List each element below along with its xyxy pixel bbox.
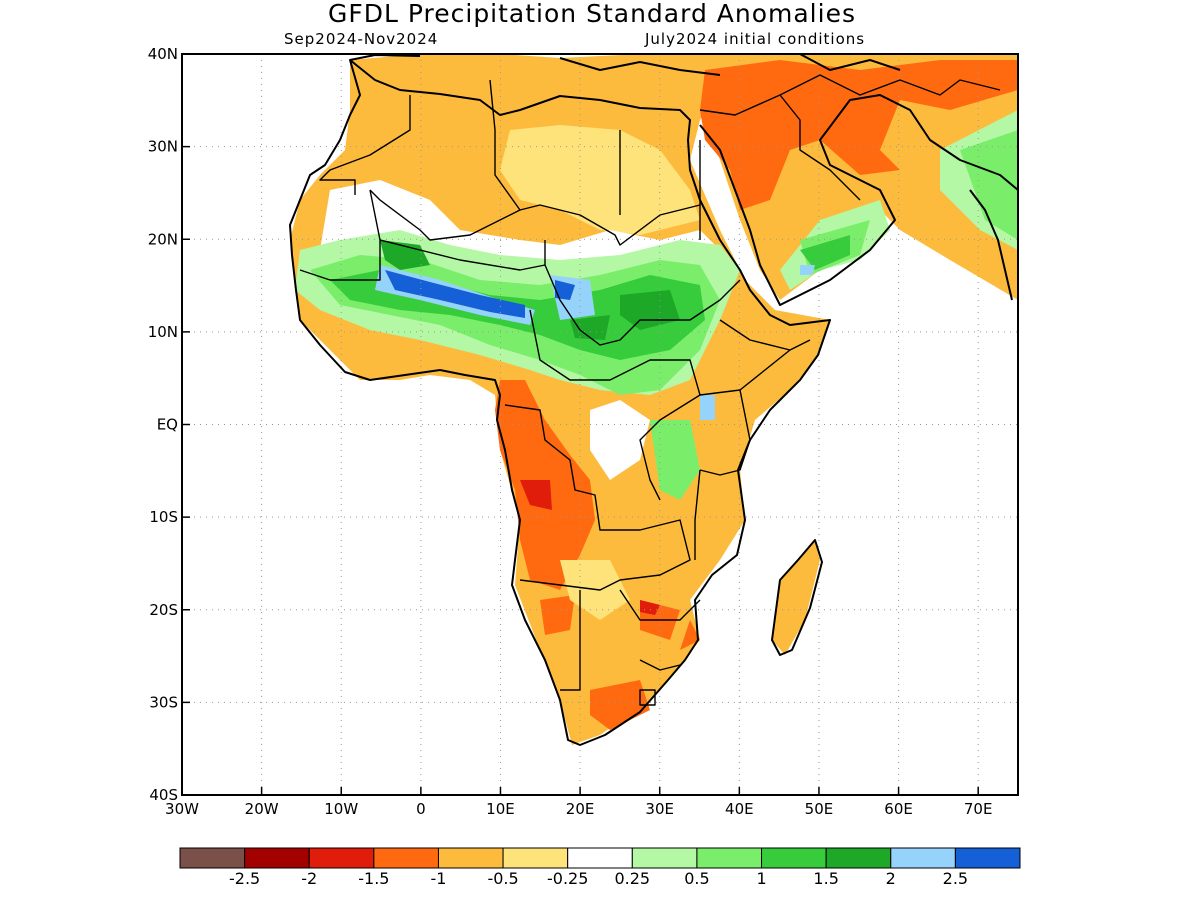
- period-subtitle: Sep2024-Nov2024: [284, 30, 438, 48]
- longitude-tick-label: 10W: [324, 800, 358, 818]
- latitude-axis: 40N 30N 20N 10N EQ 10S 20S 30S 40S: [148, 45, 190, 804]
- longitude-tick-label: 20W: [245, 800, 279, 818]
- arabia-coastline: [699, 94, 1019, 306]
- latitude-tick-label: 10N: [148, 323, 178, 341]
- africa-coastline: [289, 59, 831, 746]
- latitude-tick-label: 40S: [149, 786, 178, 804]
- legend-swatch: [567, 847, 633, 869]
- map-title: GFDL Precipitation Standard Anomalies: [328, 0, 856, 28]
- legend-swatch: [373, 847, 439, 869]
- latitude-tick-label: EQ: [157, 416, 178, 434]
- anomaly-fields: [290, 54, 1018, 745]
- madagascar-fill: [772, 540, 820, 655]
- longitude-tick-label: 40E: [725, 800, 754, 818]
- positive-anomaly-dark-blue: [385, 270, 575, 318]
- legend-label: -0.25: [547, 869, 588, 888]
- slight-negative-anomaly-sahara: [500, 125, 700, 620]
- legend-swatch: [890, 847, 956, 869]
- longitude-tick-label: 50E: [805, 800, 834, 818]
- madagascar-coastline: [771, 539, 823, 656]
- longitude-tick-label: 30W: [165, 800, 199, 818]
- coastlines: [289, 53, 1019, 746]
- legend-swatch: [761, 847, 827, 869]
- latitude-tick-label: 20N: [148, 230, 178, 248]
- latitude-tick-label: 30N: [148, 138, 178, 156]
- longitude-tick-label: 60E: [884, 800, 913, 818]
- legend-label: -2.5: [229, 869, 260, 888]
- country-boundaries: [299, 74, 1001, 706]
- legend-label: 1.5: [813, 869, 838, 888]
- legend-swatch: [696, 847, 763, 869]
- longitude-tick-label: 0: [416, 800, 426, 818]
- longitude-tick-label: 70E: [964, 800, 993, 818]
- legend-label: 1: [756, 869, 766, 888]
- latitude-tick-label: 40N: [148, 45, 178, 63]
- latitude-tick-label: 10S: [149, 508, 178, 526]
- longitude-tick-label: 30E: [645, 800, 674, 818]
- positive-anomaly-very-strong: [380, 240, 680, 340]
- longitude-tick-label: 20E: [566, 800, 595, 818]
- legend-swatch: [954, 847, 1021, 869]
- legend-label: -2: [301, 869, 317, 888]
- legend-label: 2: [886, 869, 896, 888]
- legend-swatch: [502, 847, 569, 869]
- legend-swatch: [631, 847, 698, 869]
- initial-conditions-subtitle: July2024 initial conditions: [644, 30, 865, 48]
- latitude-tick-label: 30S: [149, 693, 178, 711]
- legend-label: 0.5: [684, 869, 709, 888]
- india-coastline: [969, 189, 1013, 301]
- longitude-tick-label: 10E: [486, 800, 515, 818]
- legend-label: -1: [430, 869, 446, 888]
- negative-anomaly-mideast: [700, 60, 1018, 210]
- legend-label: -0.5: [487, 869, 518, 888]
- legend-label: 0.25: [614, 869, 650, 888]
- color-legend: -2.5 -2 -1.5 -1 -0.5 -0.25 0.25 0.5 1 1.5 2 2.5: [179, 847, 1021, 888]
- latitude-tick-label: 20S: [149, 601, 178, 619]
- longitude-axis: 30W 20W 10W 0 10E 20E 30E 40E 50E 60E 70E: [165, 787, 992, 818]
- legend-swatch: [179, 847, 246, 869]
- legend-swatch: [437, 847, 504, 869]
- negative-anomaly-southern-patches: [540, 595, 700, 730]
- legend-swatch: [825, 847, 892, 869]
- legend-swatch: [244, 847, 310, 869]
- legend-swatch: [308, 847, 375, 869]
- legend-label: 2.5: [943, 869, 968, 888]
- legend-label: -1.5: [358, 869, 389, 888]
